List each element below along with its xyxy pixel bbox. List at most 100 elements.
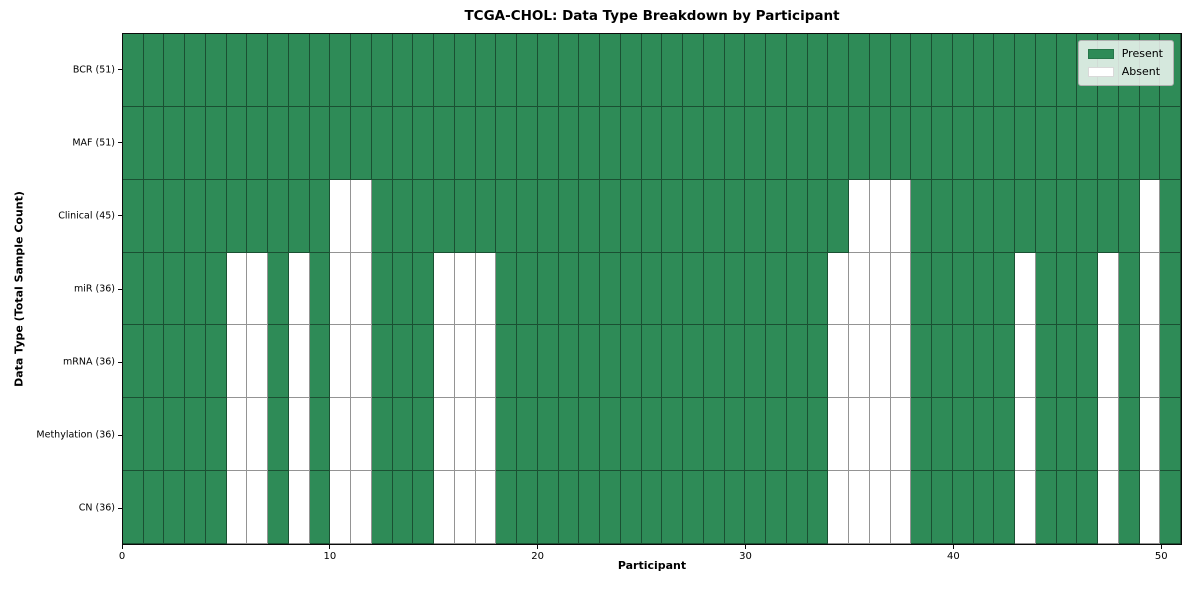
heatmap-cell <box>1056 325 1078 399</box>
heatmap-cell <box>579 398 601 472</box>
heatmap-cell <box>807 34 829 107</box>
heatmap-cell <box>205 471 227 544</box>
heatmap-cell <box>434 325 455 399</box>
heatmap-cell <box>662 106 684 180</box>
heatmap-cell <box>890 106 912 180</box>
heatmap-cell <box>766 398 787 472</box>
heatmap-cell <box>1035 106 1057 180</box>
heatmap-cell <box>558 34 580 107</box>
heatmap-cell <box>558 252 580 326</box>
heatmap-cell <box>371 106 393 180</box>
heatmap-cell <box>309 179 331 253</box>
heatmap-cell <box>869 179 891 253</box>
heatmap-cell <box>932 325 953 399</box>
heatmap-cell <box>330 179 352 253</box>
heatmap-cell <box>724 106 746 180</box>
heatmap-cell <box>620 179 642 253</box>
heatmap-cell <box>579 325 601 399</box>
heatmap-cell <box>1098 106 1119 180</box>
x-axis-label: Participant <box>617 559 687 572</box>
heatmap-cell <box>600 34 621 107</box>
heatmap-cell <box>351 471 372 544</box>
heatmap-cell <box>849 34 870 107</box>
heatmap-cell <box>537 106 559 180</box>
heatmap-cell <box>392 34 414 107</box>
heatmap-cell <box>994 252 1016 326</box>
y-tick-mark <box>118 288 122 290</box>
heatmap-cell <box>1118 106 1140 180</box>
heatmap-cell <box>517 325 538 399</box>
heatmap-cell <box>786 106 808 180</box>
heatmap-cell <box>496 179 518 253</box>
x-tick-mark <box>537 545 539 549</box>
y-tick-label: MAF (51) <box>72 137 115 149</box>
heatmap-cell <box>1056 179 1078 253</box>
heatmap-cell <box>330 106 352 180</box>
heatmap-cell <box>413 398 435 472</box>
heatmap-cell <box>268 34 289 107</box>
heatmap-cell <box>185 34 206 107</box>
heatmap-cell <box>517 106 538 180</box>
heatmap-cell <box>392 179 414 253</box>
x-tick-label: 10 <box>323 551 337 562</box>
heatmap-cell <box>185 398 206 472</box>
heatmap-cell <box>1139 325 1161 399</box>
heatmap-cell <box>185 325 206 399</box>
y-axis-label: Data Type (Total Sample Count) <box>12 191 26 387</box>
heatmap-cell <box>724 471 746 544</box>
heatmap-cell <box>890 398 912 472</box>
heatmap-cell <box>164 325 186 399</box>
heatmap-cell <box>786 398 808 472</box>
heatmap-cell <box>537 179 559 253</box>
heatmap-cell <box>205 106 227 180</box>
heatmap-cell <box>1077 398 1099 472</box>
heatmap-cell <box>475 179 497 253</box>
heatmap-cell <box>807 252 829 326</box>
heatmap-cell <box>517 179 538 253</box>
heatmap-cell <box>330 398 352 472</box>
heatmap-cell <box>1015 34 1036 107</box>
heatmap-cell <box>911 325 933 399</box>
heatmap-cell <box>766 252 787 326</box>
heatmap-cell <box>351 325 372 399</box>
heatmap-cell <box>600 252 621 326</box>
x-tick-mark <box>329 545 331 549</box>
heatmap-cell <box>434 471 455 544</box>
heatmap-cell <box>454 179 476 253</box>
heatmap-cell <box>683 34 704 107</box>
x-tick-label: 50 <box>1154 551 1168 562</box>
heatmap-cell <box>703 34 725 107</box>
heatmap-cell <box>143 398 165 472</box>
heatmap-cell <box>766 471 787 544</box>
heatmap-cell <box>454 398 476 472</box>
y-tick-mark <box>118 69 122 71</box>
heatmap-cell <box>413 471 435 544</box>
heatmap-cell <box>1160 471 1181 544</box>
heatmap-cell <box>268 252 289 326</box>
heatmap-cell <box>309 398 331 472</box>
heatmap-cell <box>932 398 953 472</box>
heatmap-cell <box>807 398 829 472</box>
heatmap-cell <box>475 34 497 107</box>
heatmap-cell <box>600 106 621 180</box>
legend-label-absent: Absent <box>1121 65 1161 78</box>
heatmap-cell <box>1056 106 1078 180</box>
y-tick-label: mRNA (36) <box>63 356 115 368</box>
heatmap-cell <box>1015 398 1036 472</box>
heatmap-cell <box>517 34 538 107</box>
x-tick-label: 0 <box>118 551 126 562</box>
heatmap-cell <box>579 252 601 326</box>
heatmap-cell <box>766 106 787 180</box>
heatmap-cell <box>683 398 704 472</box>
heatmap-cell <box>288 471 310 544</box>
heatmap-cell <box>724 252 746 326</box>
heatmap-cell <box>869 398 891 472</box>
heatmap-cell <box>434 179 455 253</box>
heatmap-cell <box>786 34 808 107</box>
heatmap-cell <box>1139 398 1161 472</box>
heatmap-cell <box>1160 325 1181 399</box>
heatmap-cell <box>247 179 269 253</box>
heatmap-cell <box>1056 471 1078 544</box>
heatmap-cell <box>454 471 476 544</box>
heatmap-cell <box>226 34 248 107</box>
